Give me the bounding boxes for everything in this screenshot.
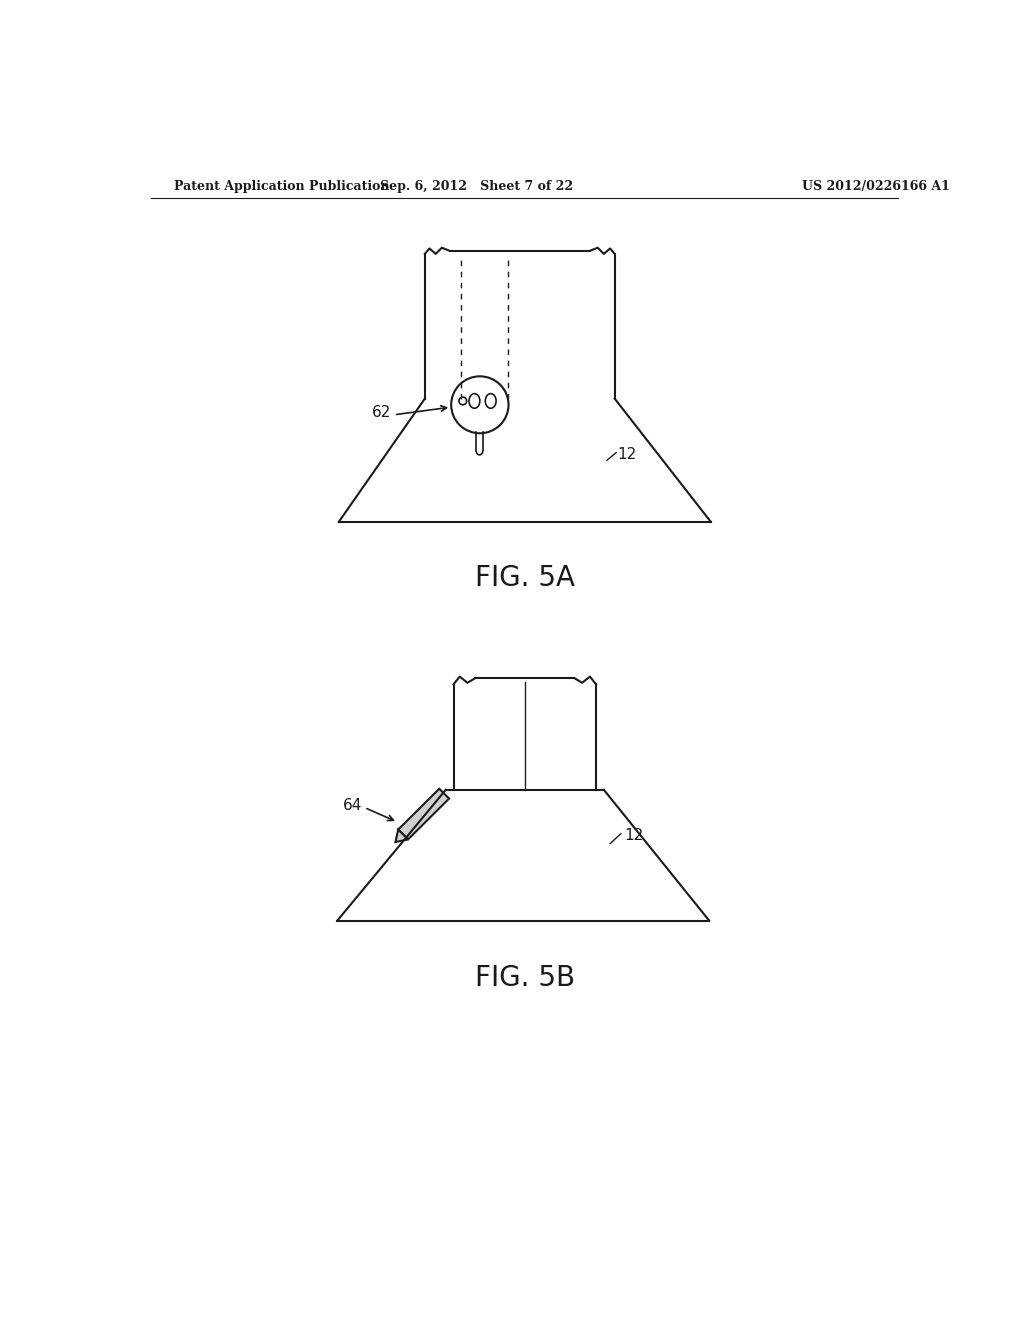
- Text: Patent Application Publication: Patent Application Publication: [174, 181, 390, 194]
- Text: 64: 64: [343, 797, 362, 813]
- Text: 12: 12: [624, 829, 643, 843]
- Polygon shape: [395, 829, 408, 842]
- Text: FIG. 5A: FIG. 5A: [475, 564, 574, 593]
- Text: Sep. 6, 2012   Sheet 7 of 22: Sep. 6, 2012 Sheet 7 of 22: [380, 181, 573, 194]
- Text: 62: 62: [372, 405, 391, 420]
- Text: US 2012/0226166 A1: US 2012/0226166 A1: [802, 181, 950, 194]
- Text: FIG. 5B: FIG. 5B: [475, 965, 574, 993]
- Text: 12: 12: [617, 447, 637, 462]
- Polygon shape: [398, 789, 450, 840]
